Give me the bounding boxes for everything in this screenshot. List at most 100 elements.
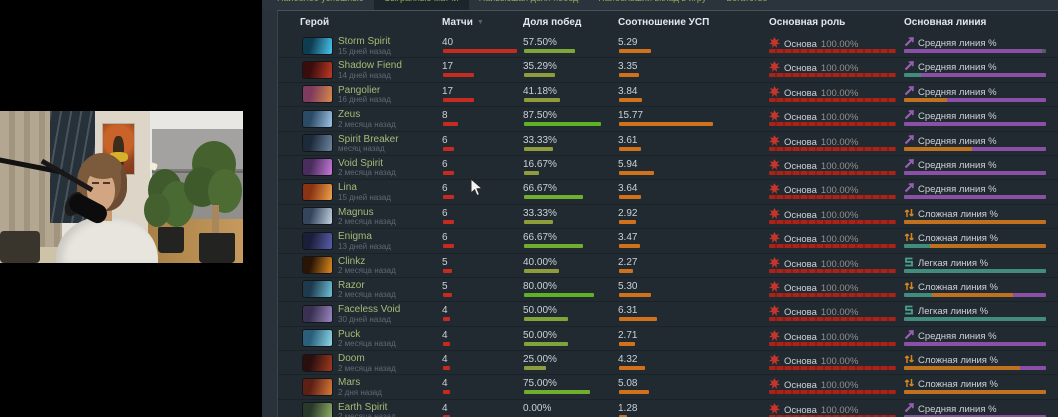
role-bar (769, 366, 896, 371)
hero-row-13[interactable]: Doom 2 месяца назад 4 25.00% 4.32 Основа 100.0… (278, 350, 1058, 374)
hero-row-15[interactable]: Earth Spirit 2 месяца назад 4 0.00% 1.28 Осно… (278, 398, 1058, 417)
lane-bar (904, 390, 1046, 395)
hero-last-played: 2 месяца назад (338, 217, 396, 227)
role-bar (769, 49, 896, 53)
hero-row-11[interactable]: Faceless Void 30 дней назад 4 50.00% 6.31 Осн… (278, 301, 1058, 325)
tab-3[interactable]: Наибольший вклад в игру (588, 0, 716, 10)
hero-row-3[interactable]: Zeus 2 месяца назад 8 87.50% 15.77 Основа 100.… (278, 106, 1058, 130)
hero-row-1[interactable]: Shadow Fiend 14 дней назад 17 35.29% 3.35 Осн… (278, 57, 1058, 81)
kda-value: 3.84 (618, 85, 638, 97)
column-header-lane[interactable]: Основная линия (904, 17, 987, 28)
matches-bar (443, 341, 451, 346)
core-role-icon (769, 378, 780, 390)
hero-row-12[interactable]: Puck 2 месяца назад 4 50.00% 2.71 Основа 100.0… (278, 325, 1058, 350)
role-cell: Основа 100.00% (769, 207, 858, 221)
hero-last-played: 16 дней назад (338, 95, 391, 105)
hero-name-link[interactable]: Faceless Void (338, 304, 401, 316)
hero-row-2[interactable]: Pangolier 16 дней назад 17 41.18% 3.84 Основа… (278, 81, 1058, 106)
hero-name-link[interactable]: Void Spirit (338, 157, 384, 169)
hero-row-8[interactable]: Enigma 13 дней назад 6 66.67% 3.47 Основа 100.… (278, 228, 1058, 252)
hero-name-link[interactable]: Clinkz (338, 255, 366, 267)
hero-name-link[interactable]: Shadow Fiend (338, 60, 402, 72)
winrate-value: 33.33% (523, 207, 557, 219)
hero-name-link[interactable]: Mars (338, 377, 361, 389)
hero-name-link[interactable]: Enigma (338, 231, 372, 243)
hero-last-played: 2 месяца назад (338, 339, 396, 349)
lane-segment-off (929, 244, 1046, 249)
lane-label: Легкая линия % (918, 257, 989, 269)
matches-bar (443, 317, 451, 322)
role-cell: Основа 100.00% (769, 280, 859, 294)
hero-name-link[interactable]: Doom (338, 353, 365, 365)
hero-row-10[interactable]: Razor 2 месяца назад 5 80.00% 5.30 Основа 100.… (278, 276, 1058, 301)
matches-value: 4 (442, 329, 448, 341)
tab-2[interactable]: Наивысшая доля побед (469, 0, 589, 10)
role-label: Основа (784, 185, 817, 197)
lane-cell: Сложная линия % (904, 281, 998, 293)
matches-bar (443, 366, 451, 371)
hero-row-7[interactable]: Magnus 2 месяца назад 6 33.33% 2.92 Основа 100… (278, 203, 1058, 228)
hero-portrait (303, 378, 332, 395)
column-header-hero[interactable]: Герой (300, 17, 330, 28)
winrate-bar (524, 292, 595, 297)
hero-row-0[interactable]: Storm Spirit 15 дней назад 40 57.50% 5.29 Осн… (278, 34, 1058, 57)
lane-label: Средняя линия % (918, 86, 997, 98)
column-header-role[interactable]: Основная роль (769, 17, 846, 28)
hero-table-body: Storm Spirit 15 дней назад 40 57.50% 5.29 Осн… (278, 34, 1058, 417)
role-cell: Основа 100.00% (769, 61, 858, 74)
hero-name-link[interactable]: Lina (338, 182, 357, 194)
hero-last-played: 2 месяца назад (338, 168, 396, 178)
column-header-winrate[interactable]: Доля побед (523, 17, 582, 28)
kda-bar (619, 390, 650, 395)
winrate-value: 35.29% (523, 61, 557, 73)
mid-lane-icon (904, 403, 914, 413)
core-role-icon (769, 134, 780, 146)
hero-row-6[interactable]: Lina 15 дней назад 6 66.67% 3.64 Основа 100.00… (278, 179, 1058, 203)
lane-segment-off (904, 146, 973, 151)
role-percent: 100.00% (820, 258, 859, 270)
hero-name-link[interactable]: Razor (338, 279, 365, 291)
winrate-bar (524, 219, 554, 224)
hero-name-link[interactable]: Storm Spirit (338, 36, 391, 47)
lane-segment-mid (1020, 366, 1046, 371)
tab-0[interactable]: Наиболее успешные (267, 0, 374, 10)
lane-bar (904, 73, 1046, 78)
tab-4[interactable]: Богатство (716, 0, 777, 10)
hero-name-link[interactable]: Spirit Breaker (338, 133, 399, 145)
lane-segment-safe (904, 268, 1046, 273)
hero-name-link[interactable]: Zeus (338, 109, 361, 121)
hero-row-14[interactable]: Mars 2 дня назад 4 75.00% 5.08 Основа 100.00% С… (278, 374, 1058, 398)
matches-value: 5 (442, 280, 448, 292)
mid-lane-icon (904, 159, 914, 169)
lane-bar (904, 122, 1046, 127)
hero-row-4[interactable]: Spirit Breaker месяц назад 6 33.33% 3.61 Осно… (278, 130, 1058, 155)
lane-segment-safe (904, 317, 1046, 322)
tab-bar: Наиболее успешныеСыгранные матчиНаивысша… (262, 0, 1058, 10)
lane-bar (904, 268, 1046, 273)
lane-label: Средняя линия % (918, 184, 997, 196)
role-label: Основа (784, 234, 817, 246)
mid-lane-icon (904, 85, 914, 96)
safe-lane-icon (905, 257, 913, 266)
hero-portrait (303, 159, 332, 176)
hero-row-9[interactable]: Clinkz 2 месяца назад 5 40.00% 2.27 Основа 100… (278, 252, 1058, 277)
matches-value: 6 (442, 232, 448, 244)
role-cell: Основа 100.00% (769, 378, 858, 391)
role-bar (769, 73, 896, 78)
column-header-kda[interactable]: Соотношение УСП (618, 17, 710, 28)
hero-name-link[interactable]: Magnus (338, 206, 374, 218)
hero-name-link[interactable]: Puck (338, 328, 361, 340)
column-header-matches[interactable]: Матчи ▼ (442, 17, 484, 28)
role-percent: 100.00% (820, 282, 859, 294)
role-cell: Основа 100.00% (769, 402, 858, 416)
webcam-feed (0, 111, 243, 263)
matches-value: 4 (442, 354, 448, 366)
hero-name-link[interactable]: Pangolier (338, 84, 381, 96)
tab-1[interactable]: Сыгранные матчи (373, 0, 469, 10)
matches-value: 6 (442, 134, 448, 146)
hero-name-link[interactable]: Earth Spirit (338, 401, 388, 413)
safe-lane-icon (905, 305, 913, 315)
off-lane-icon (904, 233, 914, 242)
off-lane-icon (904, 355, 914, 364)
hero-row-5[interactable]: Void Spirit 2 месяца назад 6 16.67% 5.94 Осно… (278, 154, 1058, 179)
